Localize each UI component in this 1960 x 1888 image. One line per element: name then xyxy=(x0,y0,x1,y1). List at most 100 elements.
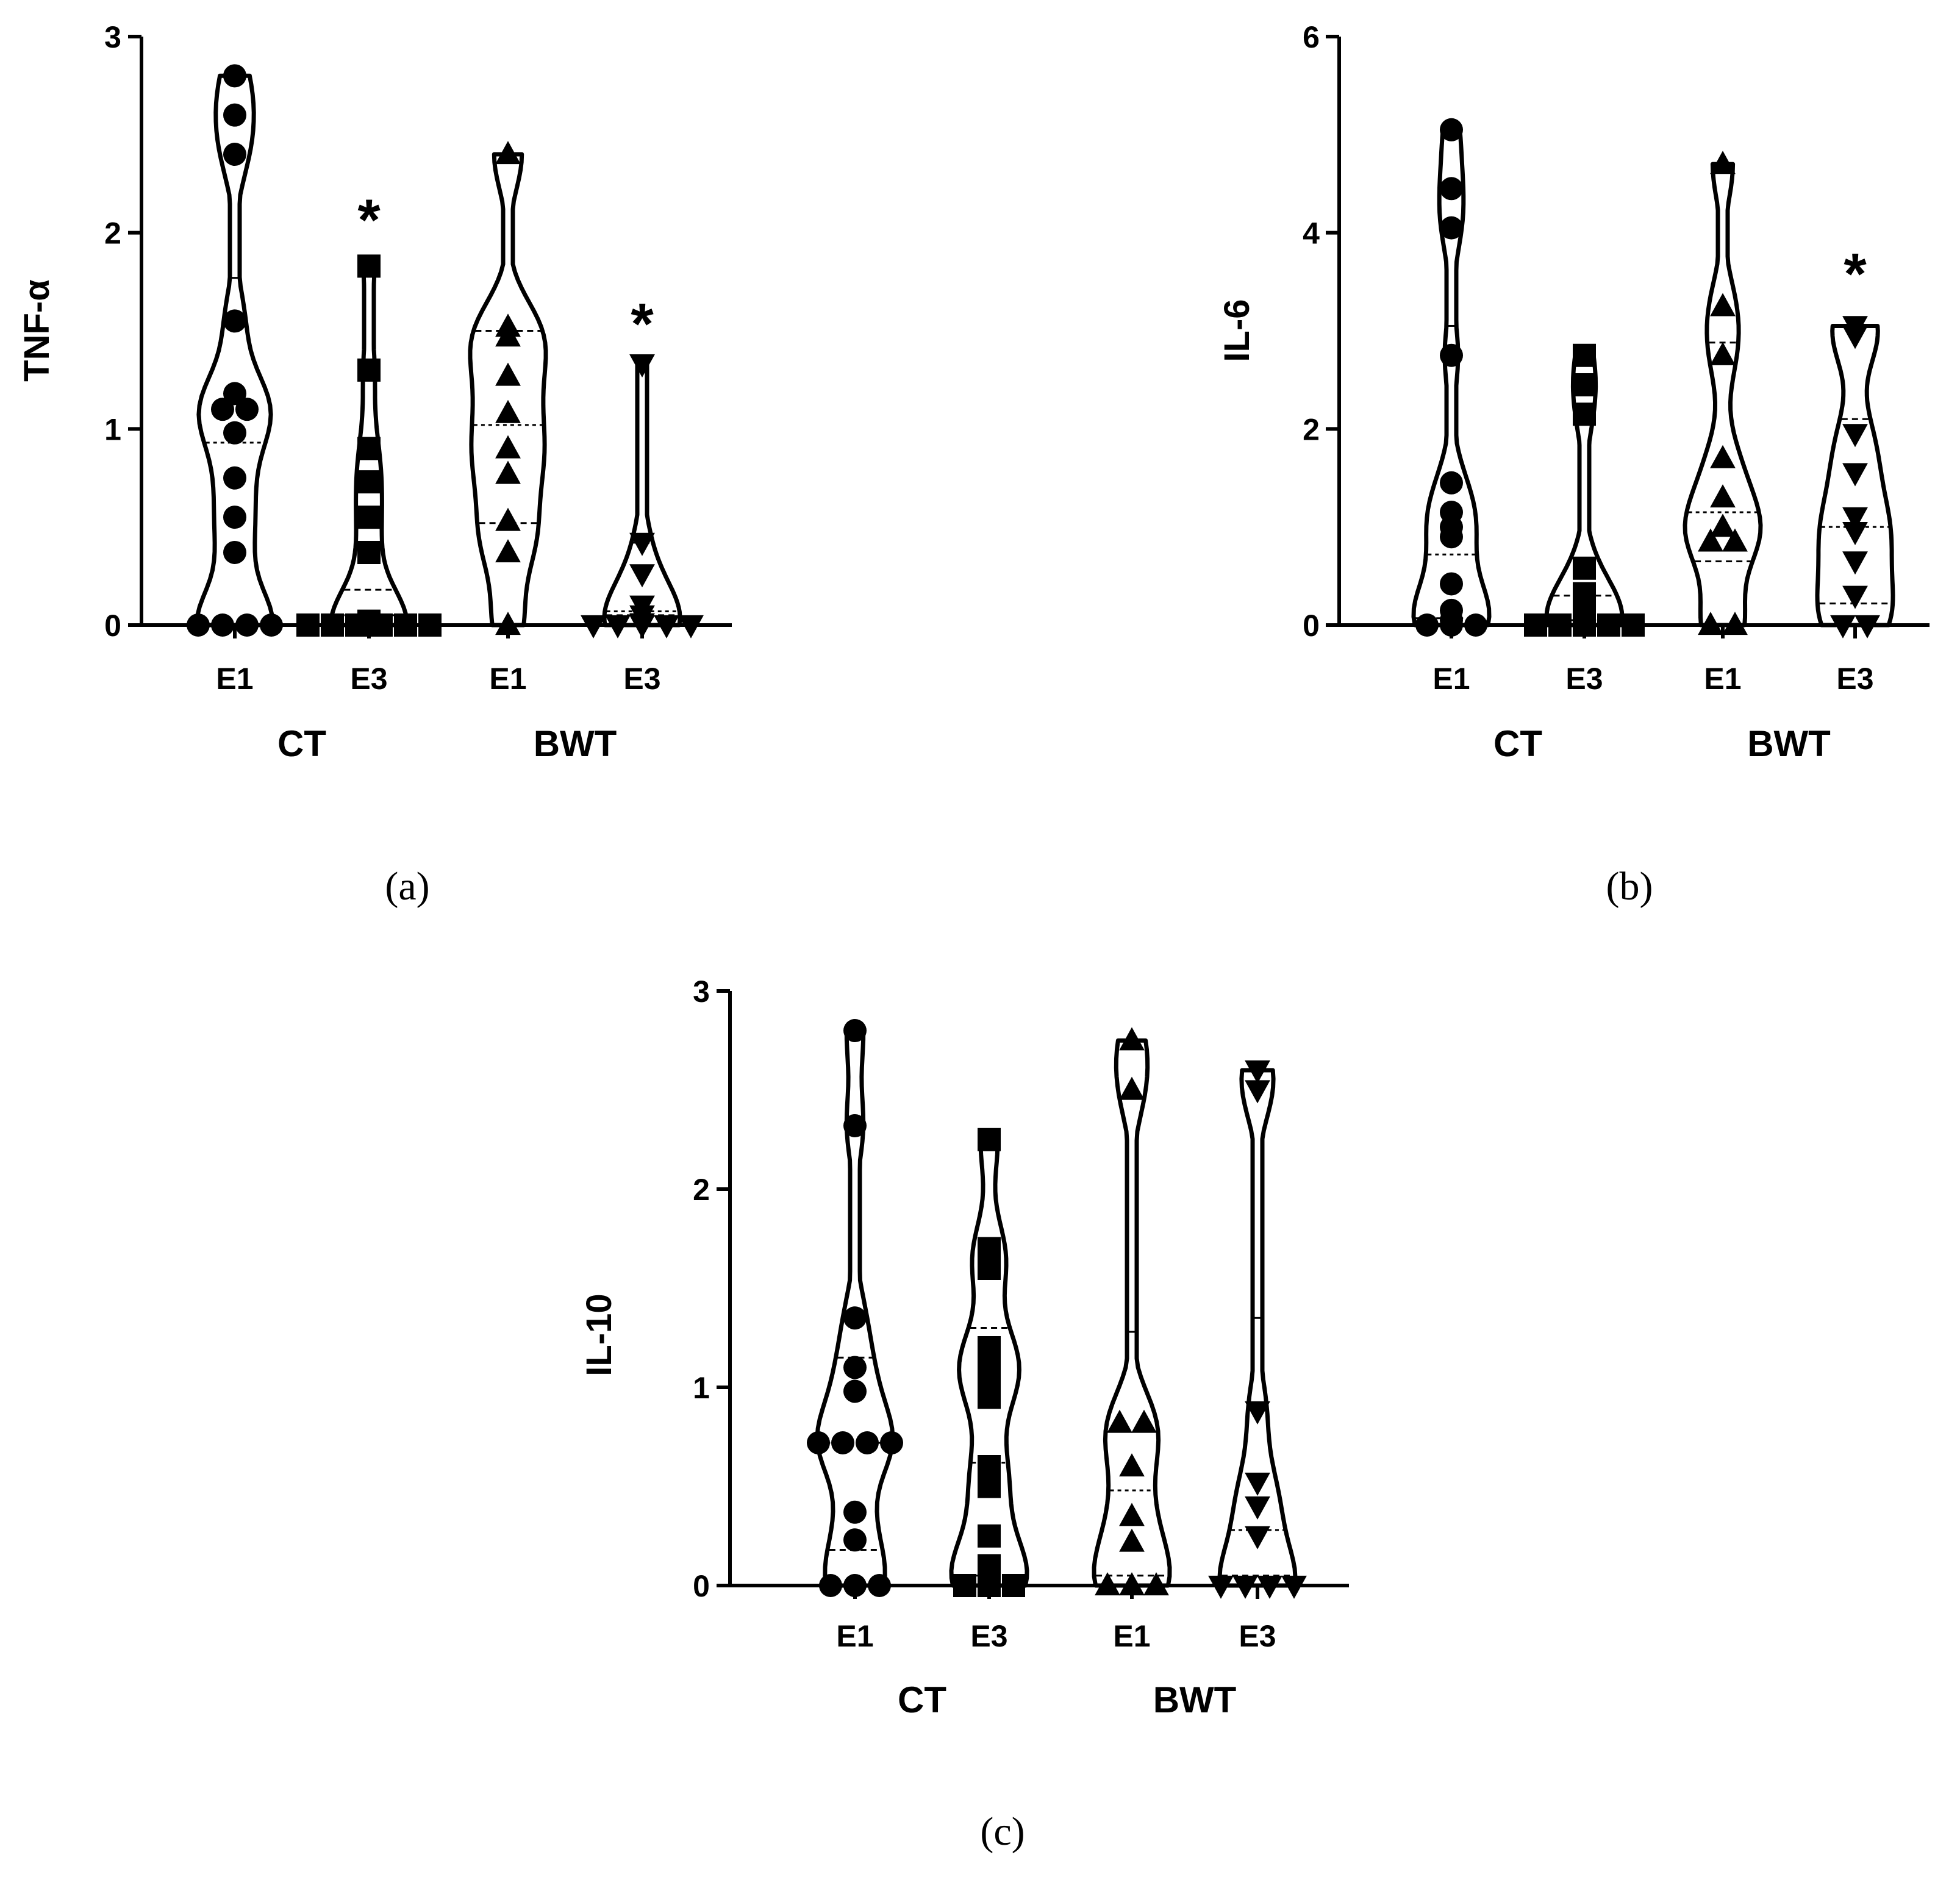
data-point-triangle-up xyxy=(1710,445,1736,468)
data-point-square xyxy=(357,437,381,460)
data-point-circle xyxy=(1440,343,1463,367)
significance-star: * xyxy=(1844,241,1867,307)
x-tick-label: E1 xyxy=(216,662,253,696)
data-point-triangle-up xyxy=(495,435,521,459)
y-tick-label: 0 xyxy=(104,609,121,643)
data-point-triangle-up xyxy=(495,507,521,531)
data-point-triangle-down xyxy=(1245,1060,1270,1084)
group-label-ct: CT xyxy=(1493,723,1542,764)
panel-label: (b) xyxy=(1606,864,1653,909)
data-point-circle xyxy=(1440,525,1463,549)
data-point-triangle-down xyxy=(629,532,655,556)
data-point-triangle-up xyxy=(495,539,521,563)
x-tick-label: E3 xyxy=(970,1619,1007,1653)
x-tick-label: E3 xyxy=(1239,1619,1276,1653)
data-point-circle xyxy=(223,382,246,406)
y-tick-label: 6 xyxy=(1303,20,1320,54)
data-point-circle xyxy=(1440,216,1463,240)
data-point-circle xyxy=(843,1528,867,1552)
data-point-circle xyxy=(223,64,246,88)
y-tick-label: 0 xyxy=(1303,609,1320,643)
data-point-circle xyxy=(223,143,246,166)
data-point-triangle-up xyxy=(1698,528,1723,552)
data-point-triangle-up xyxy=(495,362,521,386)
data-point-circle xyxy=(831,1431,854,1454)
data-point-triangle-up xyxy=(1119,1453,1145,1477)
data-point-triangle-down xyxy=(629,564,655,588)
data-point-circle xyxy=(843,1306,867,1330)
data-point-square xyxy=(1573,556,1596,580)
data-point-circle xyxy=(856,1431,879,1454)
x-tick-label: E3 xyxy=(1836,662,1873,696)
data-point-triangle-down xyxy=(1842,463,1868,487)
data-point-circle xyxy=(1440,572,1463,596)
data-point-square xyxy=(1573,582,1596,606)
data-point-square xyxy=(357,358,381,382)
data-point-triangle-up xyxy=(1119,1027,1145,1051)
data-point-square xyxy=(978,1475,1001,1498)
data-point-circle xyxy=(223,540,246,564)
data-point-square xyxy=(1573,343,1596,367)
group-label-bwt: BWT xyxy=(1153,1679,1237,1720)
group-label-ct: CT xyxy=(277,723,326,764)
data-point-circle xyxy=(843,1114,867,1137)
violin-bwt-e1 xyxy=(468,152,548,628)
data-point-square xyxy=(978,1365,1001,1389)
group-label-ct: CT xyxy=(898,1679,946,1720)
data-point-circle xyxy=(807,1431,830,1454)
x-tick-label: E3 xyxy=(1565,662,1603,696)
y-tick-label: 4 xyxy=(1303,216,1320,251)
data-point-triangle-up xyxy=(1119,1528,1145,1552)
data-point-triangle-up xyxy=(495,323,521,347)
chart-panel-b: 0 2 4 6 E1 E3 E1 E3 CT BWT IL-6 * (b) xyxy=(1217,20,1930,909)
y-axis-title: IL-6 xyxy=(1217,299,1257,362)
data-point-square xyxy=(978,1128,1001,1151)
y-axis-title: IL-10 xyxy=(579,1293,619,1376)
data-point-triangle-down xyxy=(1842,551,1868,575)
data-point-circle xyxy=(1440,471,1463,495)
significance-star: * xyxy=(357,187,381,252)
data-point-square xyxy=(978,1524,1001,1548)
data-point-triangle-down xyxy=(1245,1080,1270,1104)
data-point-circle xyxy=(223,466,246,490)
data-point-triangle-up xyxy=(1710,151,1736,174)
data-point-triangle-up xyxy=(1119,1076,1145,1100)
data-point-triangle-up xyxy=(495,460,521,484)
data-point-triangle-down xyxy=(1245,1472,1270,1496)
y-tick-label: 3 xyxy=(104,20,121,54)
x-tick-label: E1 xyxy=(1113,1619,1150,1653)
violin-bwt-e3 xyxy=(1217,1068,1298,1588)
y-tick-label: 2 xyxy=(104,216,121,251)
data-point-triangle-down xyxy=(1245,1401,1270,1425)
data-point-circle xyxy=(223,309,246,333)
data-point-circle xyxy=(843,1500,867,1524)
violin-ct-e1 xyxy=(195,73,275,628)
group-label-bwt: BWT xyxy=(1747,723,1831,764)
data-point-square xyxy=(978,1386,1001,1409)
data-point-square xyxy=(978,1257,1001,1280)
data-point-triangle-up xyxy=(495,141,521,165)
data-point-square xyxy=(357,254,381,278)
data-point-triangle-up xyxy=(1107,1409,1132,1433)
data-point-triangle-up xyxy=(1131,1409,1157,1433)
data-point-triangle-down xyxy=(1245,1526,1270,1550)
data-point-triangle-down xyxy=(1245,1496,1270,1520)
data-point-circle xyxy=(1440,118,1463,141)
data-point-circle xyxy=(223,103,246,127)
y-tick-label: 0 xyxy=(693,1569,710,1603)
panel-label: (c) xyxy=(980,1809,1025,1854)
data-point-triangle-up xyxy=(1722,528,1748,552)
x-tick-label: E1 xyxy=(1432,662,1470,696)
data-point-triangle-down xyxy=(1842,326,1868,349)
data-point-triangle-up xyxy=(1119,1503,1145,1526)
data-point-circle xyxy=(843,1379,867,1403)
data-point-square xyxy=(1573,373,1596,396)
data-point-square xyxy=(978,1346,1001,1370)
data-point-circle xyxy=(235,398,259,421)
data-point-circle xyxy=(1440,177,1463,201)
data-point-square xyxy=(357,540,381,564)
data-point-triangle-up xyxy=(495,399,521,423)
x-tick-label: E3 xyxy=(623,662,660,696)
